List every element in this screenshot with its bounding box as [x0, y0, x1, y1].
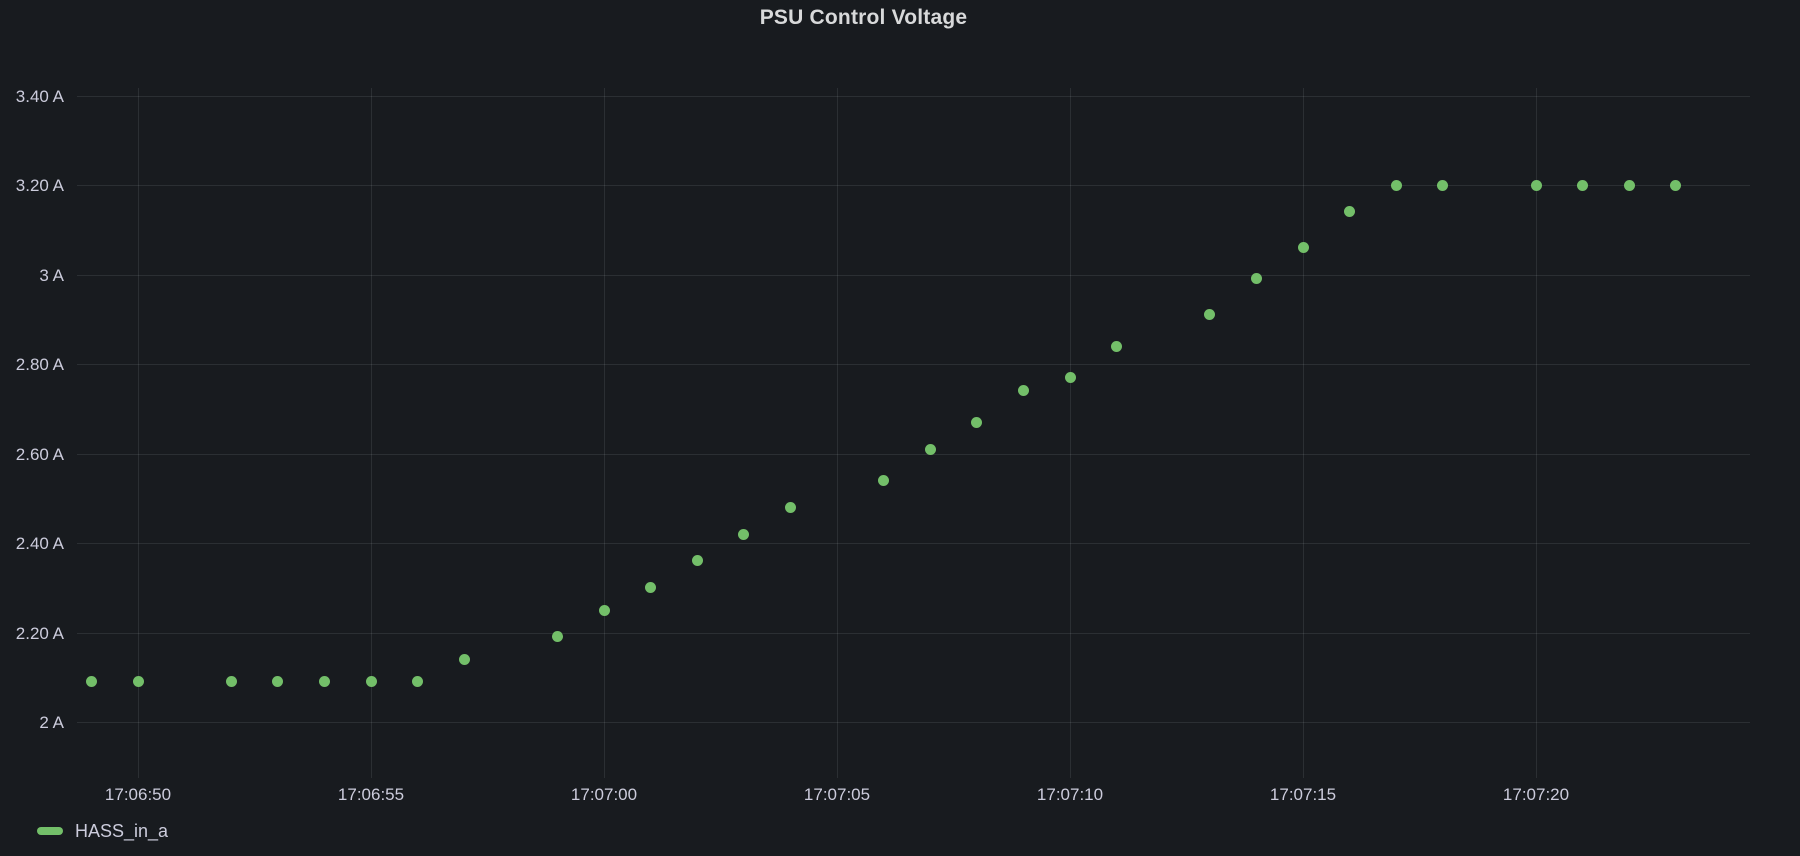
data-point[interactable]: [551, 631, 563, 643]
x-gridline: [1070, 88, 1071, 778]
x-axis-tick-label: 17:07:05: [803, 785, 871, 804]
data-point[interactable]: [1670, 179, 1682, 191]
data-point[interactable]: [1297, 242, 1309, 254]
data-point[interactable]: [1530, 179, 1542, 191]
y-gridline: [77, 543, 1750, 544]
x-gridline: [1536, 88, 1537, 778]
legend-series-label: HASS_in_a: [75, 821, 169, 841]
y-gridline: [77, 185, 1750, 186]
x-axis-tick-label: 17:07:15: [1269, 785, 1337, 804]
data-point[interactable]: [1064, 371, 1076, 383]
y-gridline: [77, 364, 1750, 365]
data-point[interactable]: [458, 653, 470, 665]
data-point[interactable]: [924, 443, 936, 455]
data-point[interactable]: [225, 676, 237, 688]
y-axis-tick-label: 3.40 A: [15, 86, 64, 106]
x-axis-tick-label: 17:06:50: [104, 785, 172, 804]
x-gridline: [138, 88, 139, 778]
x-axis-tick-label: 17:07:10: [1036, 785, 1104, 804]
x-axis-tick-label: 17:07:20: [1502, 785, 1570, 804]
y-axis-tick-label: 2.20 A: [15, 623, 64, 643]
panel-title: PSU Control Voltage: [759, 6, 968, 29]
y-gridline: [77, 632, 1750, 634]
data-point[interactable]: [878, 474, 890, 486]
data-point[interactable]: [412, 676, 424, 688]
y-axis-tick-label: 2 A: [39, 713, 64, 732]
x-gridline: [371, 88, 372, 778]
data-point[interactable]: [598, 604, 610, 616]
data-point[interactable]: [365, 676, 377, 688]
data-point[interactable]: [691, 555, 703, 567]
y-gridline: [77, 274, 1750, 276]
data-point[interactable]: [272, 676, 284, 688]
x-axis-tick-label: 17:07:00: [570, 785, 638, 804]
data-point[interactable]: [1250, 273, 1262, 285]
data-point[interactable]: [1623, 179, 1635, 191]
y-axis-tick-label: 3 A: [39, 265, 64, 285]
legend-item-hass-in-a[interactable]: HASS_in_a: [37, 822, 168, 840]
data-point[interactable]: [1344, 206, 1356, 218]
data-point[interactable]: [1577, 179, 1589, 191]
y-gridline: [77, 95, 1750, 97]
y-axis-tick-label: 2.40 A: [15, 534, 64, 553]
data-point[interactable]: [645, 582, 657, 594]
y-axis-tick-label: 2.80 A: [15, 355, 64, 374]
data-point[interactable]: [85, 676, 97, 688]
data-point[interactable]: [1390, 179, 1402, 191]
series-color-swatch-icon: [37, 827, 63, 835]
data-point[interactable]: [784, 501, 796, 513]
data-point[interactable]: [971, 416, 983, 428]
data-point[interactable]: [1204, 309, 1216, 321]
y-axis-tick-label: 3.20 A: [15, 176, 64, 195]
data-point[interactable]: [1111, 340, 1123, 352]
data-point[interactable]: [318, 676, 330, 688]
data-point[interactable]: [1437, 179, 1449, 191]
y-gridline: [77, 722, 1750, 723]
data-point[interactable]: [1017, 385, 1029, 397]
data-point[interactable]: [738, 528, 750, 540]
y-gridline: [77, 453, 1750, 455]
x-axis-tick-label: 17:06:55: [337, 785, 405, 804]
y-axis-tick-label: 2.60 A: [15, 444, 64, 464]
x-gridline: [837, 88, 838, 778]
x-gridline: [1303, 88, 1304, 778]
data-point[interactable]: [132, 676, 144, 688]
x-gridline: [604, 88, 605, 778]
